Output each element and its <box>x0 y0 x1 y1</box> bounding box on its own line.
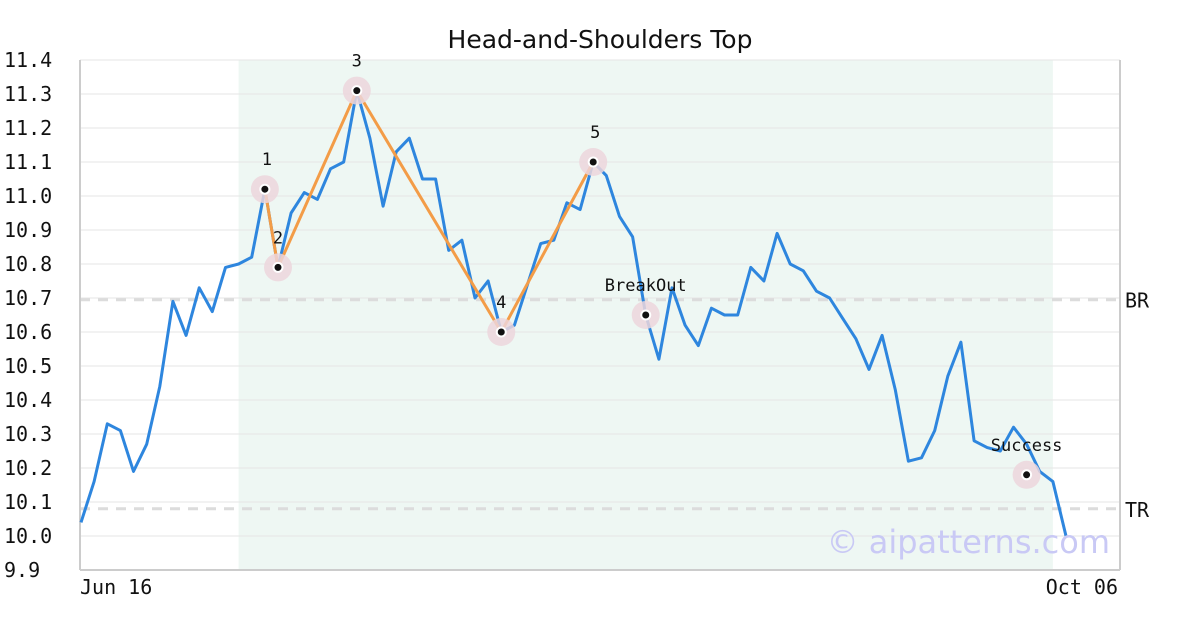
y-tick-label: 10.0 <box>4 524 52 548</box>
y-tick-label: 10.8 <box>4 252 52 276</box>
success-label: Success <box>991 436 1063 456</box>
watermark: © aipatterns.com <box>827 523 1110 561</box>
pattern-point-label-1: 1 <box>262 150 272 170</box>
pattern-point-label-3: 3 <box>352 52 362 72</box>
level-label-tr: TR <box>1125 498 1150 522</box>
price-line <box>79 89 1068 537</box>
y-tick-label: 11.4 <box>4 48 52 72</box>
y-tick-label: 10.4 <box>4 388 52 412</box>
x-end-label: Oct 06 <box>1046 575 1118 599</box>
y-tick-label: 11.3 <box>4 82 52 106</box>
y-tick-label: 10.5 <box>4 354 52 378</box>
pattern-point-2-marker <box>272 261 284 273</box>
y-tick-label: 10.6 <box>4 320 52 344</box>
pattern-point-label-2: 2 <box>273 228 283 248</box>
y-tick-label: 10.9 <box>4 218 52 242</box>
success-marker <box>1021 469 1033 481</box>
breakout-label: BreakOut <box>605 276 687 296</box>
y-tick-label: 11.1 <box>4 150 52 174</box>
y-tick-label: 10.2 <box>4 456 52 480</box>
pattern-point-3-marker <box>351 85 363 97</box>
pattern-point-1-marker <box>259 183 271 195</box>
chart-title: Head-and-Shoulders Top <box>448 25 753 54</box>
y-tick-label: 9.9 <box>4 558 40 582</box>
breakout-marker <box>640 309 652 321</box>
y-tick-label: 11.0 <box>4 184 52 208</box>
pattern-point-label-5: 5 <box>590 123 600 143</box>
pattern-point-5-marker <box>587 156 599 168</box>
y-tick-label: 10.1 <box>4 490 52 514</box>
x-start-label: Jun 16 <box>80 575 152 599</box>
y-tick-label: 10.3 <box>4 422 52 446</box>
pattern-point-label-4: 4 <box>496 293 506 313</box>
y-tick-label: 10.7 <box>4 286 52 310</box>
level-label-br: BR <box>1125 289 1150 313</box>
y-tick-label: 11.2 <box>4 116 52 140</box>
pattern-point-4-marker <box>495 326 507 338</box>
